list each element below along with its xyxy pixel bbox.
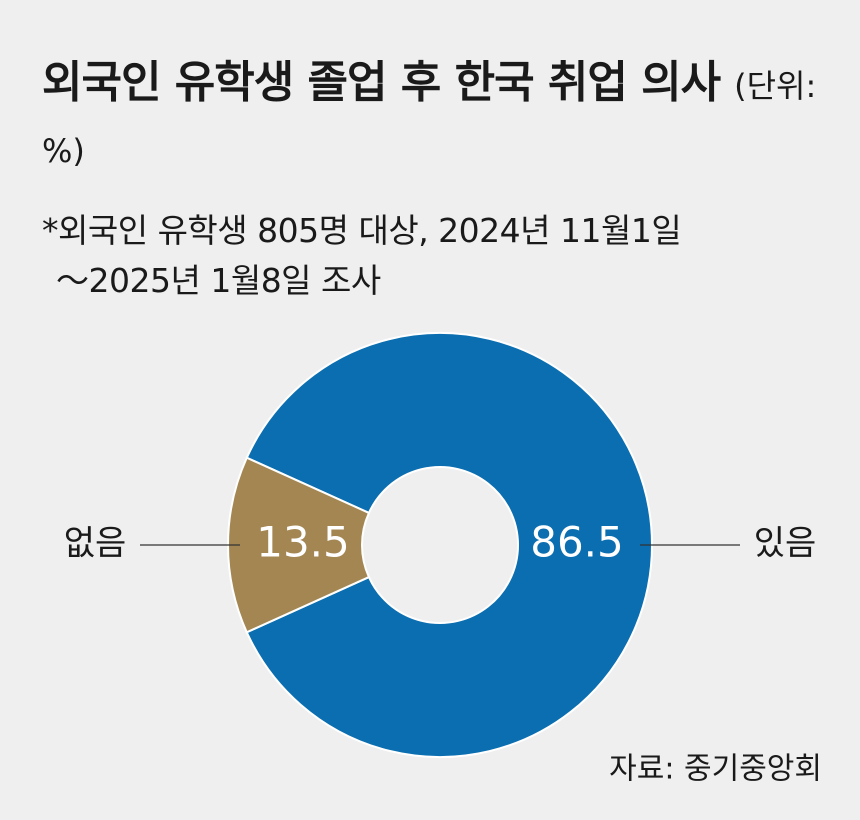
donut-slice — [245, 332, 653, 758]
note-line: *외국인 유학생 805명 대상, 2024년 11월1일 — [42, 211, 682, 250]
category-label: 있음 — [754, 524, 817, 564]
value-label: 86.5 — [530, 518, 624, 567]
title-block: 외국인 유학생 졸업 후 한국 취업 의사 (단위: %) — [42, 52, 832, 182]
note: *외국인 유학생 805명 대상, 2024년 11월1일 ～2025년 1월8… — [42, 206, 682, 306]
donut-slice — [227, 456, 371, 634]
note-line: ～2025년 1월8일 조사 — [56, 261, 381, 300]
category-label: 없음 — [64, 524, 127, 564]
source: 자료: 중기중앙회 — [609, 752, 822, 787]
value-label: 13.5 — [256, 518, 350, 567]
chart-title: 외국인 유학생 졸업 후 한국 취업 의사 — [42, 57, 721, 108]
unit-label: (단위: %) — [42, 67, 817, 170]
